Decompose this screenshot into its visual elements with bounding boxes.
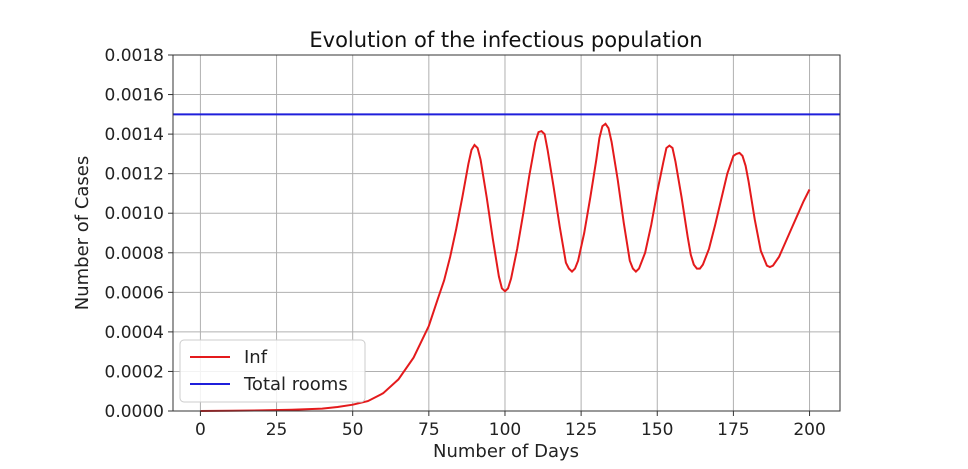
- x-tick-label: 0: [195, 420, 206, 440]
- x-axis-label: Number of Days: [433, 441, 579, 462]
- plot-frame: [172, 54, 841, 412]
- y-tick-label: 0.0008: [105, 244, 164, 264]
- legend: Inf Total rooms: [179, 339, 366, 403]
- x-tick-label: 175: [717, 420, 749, 440]
- y-tick-label: 0.0002: [105, 362, 164, 382]
- x-axis: 0 25 50 75 100 125 150 175 200: [195, 411, 826, 440]
- y-tick-label: 0.0010: [105, 204, 164, 224]
- y-tick-label: 0.0000: [105, 402, 164, 422]
- x-tick-label: 125: [565, 420, 597, 440]
- legend-label-inf: Inf: [244, 347, 268, 368]
- series-inf-line: [200, 122, 811, 412]
- plot-area: [173, 113, 840, 412]
- chart-title: Evolution of the infectious population: [309, 28, 702, 52]
- y-tick-label: 0.0012: [105, 165, 164, 185]
- x-tick-label: 75: [418, 420, 440, 440]
- y-tick-label: 0.0014: [105, 125, 164, 145]
- y-axis: 0.0000 0.0002 0.0004 0.0006 0.0008 0.0010 0.00…: [105, 46, 173, 422]
- x-tick-label: 150: [641, 420, 673, 440]
- x-tick-label: 200: [793, 420, 825, 440]
- y-tick-label: 0.0016: [105, 86, 164, 106]
- y-tick-label: 0.0018: [105, 46, 164, 66]
- x-tick-label: 25: [266, 420, 288, 440]
- y-tick-label: 0.0006: [105, 283, 164, 303]
- legend-label-total-rooms: Total rooms: [243, 374, 348, 395]
- y-tick-label: 0.0004: [105, 323, 164, 343]
- legend-box: [179, 339, 366, 403]
- x-tick-label: 100: [489, 420, 521, 440]
- y-axis-label: Number of Cases: [72, 156, 93, 311]
- x-tick-label: 50: [342, 420, 364, 440]
